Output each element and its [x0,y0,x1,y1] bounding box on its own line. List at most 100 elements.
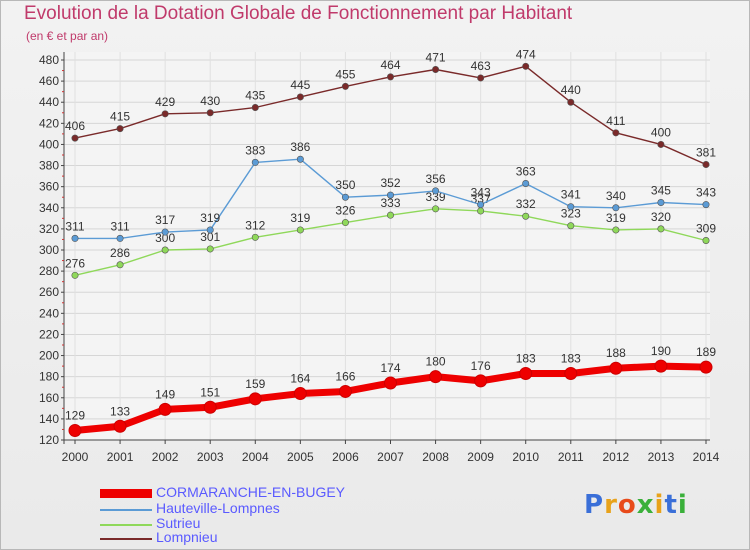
x-tick-label: 2013 [648,450,675,464]
data-point [699,360,713,374]
data-point [206,245,214,253]
chart-subtitle: (en € et par an) [26,29,109,43]
data-point [702,201,710,209]
data-point [296,226,304,234]
data-label: 164 [290,372,310,386]
logo-letter: i [654,490,665,520]
data-label: 188 [606,346,626,360]
data-point [657,140,665,148]
data-label: 312 [245,218,265,232]
data-point [432,205,440,213]
data-label: 350 [335,178,355,192]
data-point [158,402,172,416]
data-label: 174 [380,361,400,375]
legend-swatch-hauteville [100,509,152,511]
logo-letter: i [677,490,688,520]
legend-label-lompnieu: Lompnieu [156,529,218,545]
data-point [71,134,79,142]
data-point [293,387,307,401]
data-label: 356 [426,172,446,186]
data-point [429,370,443,384]
data-point [68,424,82,437]
data-point [477,207,485,215]
y-tick-label: 180 [39,370,59,384]
data-label: 345 [651,184,671,198]
data-point [206,109,214,117]
data-point [657,225,665,233]
y-tick-label: 380 [39,159,59,173]
data-point [161,228,169,236]
data-point [522,180,530,188]
legend-label-hauteville: Hauteville-Lompnes [156,500,280,516]
logo-letter: r [604,490,618,520]
data-label: 383 [245,143,265,157]
data-point [432,187,440,195]
y-tick-label: 200 [39,349,59,363]
y-tick-label: 440 [39,95,59,109]
data-point [203,400,217,414]
legend-swatch-cormaranche [100,489,152,498]
y-tick-label: 420 [39,116,59,130]
data-point [567,203,575,211]
y-tick-label: 240 [39,306,59,320]
data-point [477,201,485,209]
logo-letter: x [636,490,655,520]
data-label: 301 [200,230,220,244]
data-label: 159 [245,377,265,391]
data-label: 341 [561,188,581,202]
data-label: 319 [200,211,220,225]
data-point [116,234,124,242]
data-point [116,261,124,269]
data-point [296,155,304,163]
data-label: 343 [471,186,491,200]
data-label: 463 [471,59,491,73]
y-tick-label: 340 [39,201,59,215]
data-label: 300 [155,231,175,245]
data-point [522,62,530,70]
data-label: 340 [606,189,626,203]
data-label: 149 [155,387,175,401]
data-label: 411 [606,114,625,128]
data-label: 320 [651,210,671,224]
data-label: 386 [290,140,310,154]
data-point [654,359,668,373]
data-label: 455 [335,67,355,81]
data-label: 286 [110,246,130,260]
data-label: 352 [380,176,400,190]
data-label: 363 [516,165,536,179]
data-point [71,271,79,279]
data-point [113,419,127,433]
data-label: 276 [65,256,85,270]
data-point [522,212,530,220]
x-tick-label: 2005 [287,450,314,464]
logo-letter: o [617,490,637,520]
data-point [296,93,304,101]
x-tick-label: 2012 [603,450,630,464]
x-tick-label: 2002 [152,450,179,464]
data-point [432,66,440,74]
chart-title: Evolution de la Dotation Globale de Fonc… [24,3,573,24]
data-label: 400 [651,125,671,139]
data-point [702,237,710,245]
legend-label-sutrieu: Sutrieu [156,515,201,531]
data-label: 339 [426,190,446,204]
data-point [248,392,262,406]
data-label: 332 [516,197,536,211]
data-label: 319 [290,211,310,225]
data-label: 133 [110,404,130,418]
y-tick-label: 400 [39,137,59,151]
data-label: 430 [200,94,220,108]
data-label: 176 [471,359,491,373]
data-label: 323 [561,207,581,221]
data-point [612,129,620,137]
y-tick-label: 300 [39,243,59,257]
data-point [161,246,169,254]
data-label: 406 [65,119,85,133]
data-point [251,158,259,166]
data-label: 471 [426,51,446,65]
logo-letter: t [664,490,678,520]
data-label: 129 [65,409,85,423]
legend-swatch-sutrieu [100,524,152,526]
data-point [341,82,349,90]
y-tick-label: 480 [39,53,59,67]
